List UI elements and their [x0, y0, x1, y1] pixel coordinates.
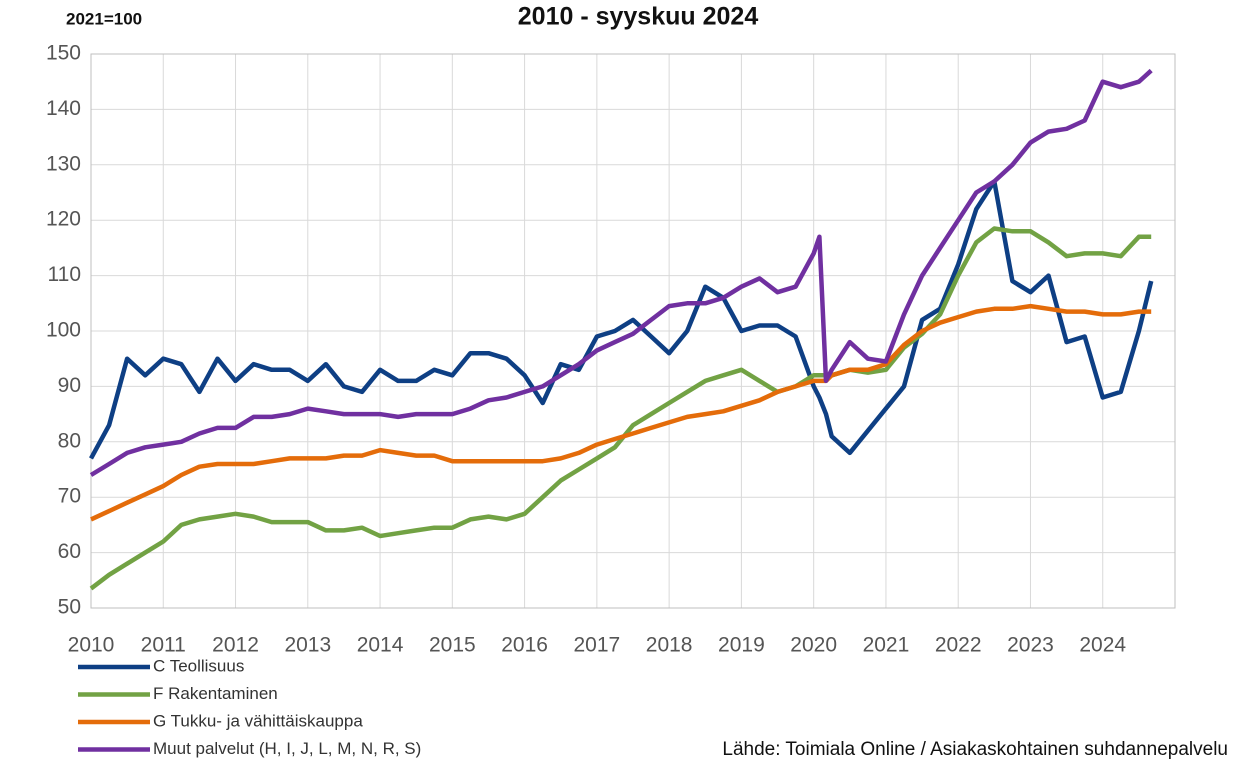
x-tick-label: 2019: [718, 634, 765, 657]
x-tick-label: 2021: [863, 634, 910, 657]
y-tick-label: 50: [58, 596, 81, 619]
y-tick-label: 90: [58, 374, 81, 397]
x-tick-label: 2018: [646, 634, 693, 657]
x-tick-label: 2020: [790, 634, 837, 657]
y-tick-label: 100: [46, 319, 81, 342]
y-tick-label: 110: [48, 263, 81, 286]
x-tick-label: 2013: [284, 634, 331, 657]
series-line: [89, 226, 1152, 591]
legend-label: Muut palvelut (H, I, J, L, M, N, R, S): [153, 739, 421, 758]
legend-label: G Tukku- ja vähittäiskauppa: [153, 711, 363, 730]
subtitle: 2021=100: [66, 9, 142, 28]
x-tick-label: 2012: [212, 634, 259, 657]
y-tick-label: 60: [58, 540, 81, 563]
legend-label: C Teollisuus: [153, 656, 244, 675]
x-tick-label: 2022: [935, 634, 982, 657]
x-tick-label: 2011: [141, 634, 186, 657]
y-tick-label: 140: [46, 97, 81, 120]
chart-title: 2010 - syyskuu 2024: [518, 3, 759, 31]
y-tick-label: 150: [46, 42, 81, 65]
x-tick-label: 2014: [357, 634, 404, 657]
y-tick-label: 120: [46, 208, 81, 231]
x-tick-label: 2016: [501, 634, 548, 657]
legend-label: F Rakentaminen: [153, 684, 278, 703]
y-tick-label: 130: [46, 152, 81, 175]
source: Lähde: Toimiala Online / Asiakaskohtaine…: [722, 739, 1228, 760]
y-tick-label: 70: [58, 485, 81, 508]
series-line: [89, 68, 1153, 477]
y-tick-label: 80: [58, 429, 81, 452]
x-tick-label: 2023: [1007, 634, 1054, 657]
plot-border: [90, 53, 1176, 609]
x-tick-label: 2010: [68, 634, 115, 657]
x-tick-label: 2017: [574, 634, 621, 657]
x-tick-label: 2015: [429, 634, 476, 657]
series-line: [90, 303, 1152, 522]
x-tick-label: 2024: [1079, 634, 1126, 657]
